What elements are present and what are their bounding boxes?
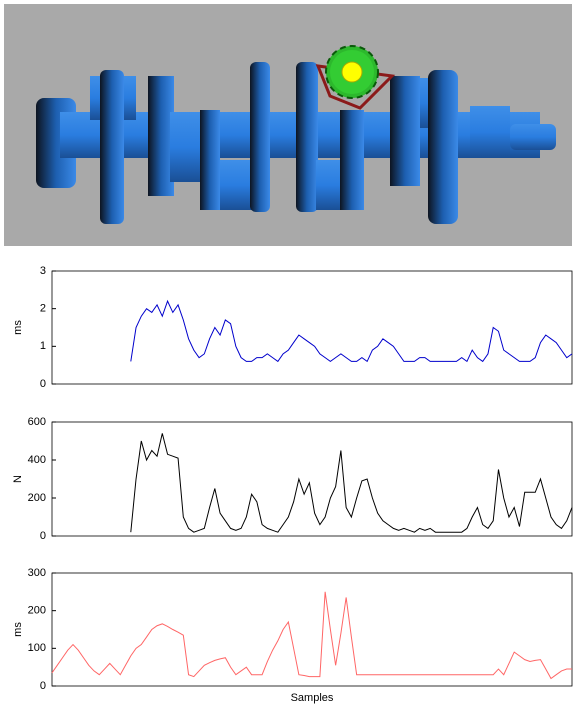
crankshaft-render xyxy=(4,4,572,246)
y-tick-label: 2 xyxy=(40,303,46,315)
y-tick-label: 600 xyxy=(28,416,46,428)
data-line xyxy=(130,299,573,363)
x-axis-label: Samples xyxy=(291,692,334,704)
y-tick-label: 300 xyxy=(28,567,46,579)
y-tick-label: 100 xyxy=(28,642,46,654)
y-tick-label: 200 xyxy=(28,492,46,504)
y-tick-label: 200 xyxy=(28,605,46,617)
y-tick-label: 0 xyxy=(40,378,46,390)
y-axis-label: ms xyxy=(12,320,24,335)
axes-box xyxy=(51,572,573,687)
y-tick-label: 0 xyxy=(40,680,46,692)
axes-box xyxy=(51,270,573,385)
y-tick-label: 1 xyxy=(40,340,46,352)
y-axis-label: N xyxy=(12,475,24,483)
y-tick-label: 0 xyxy=(40,530,46,542)
y-tick-label: 400 xyxy=(28,454,46,466)
data-line xyxy=(51,591,572,680)
data-line xyxy=(130,433,573,533)
y-tick-label: 3 xyxy=(40,265,46,277)
axes-box xyxy=(51,421,573,537)
y-axis-label: ms xyxy=(12,622,24,637)
